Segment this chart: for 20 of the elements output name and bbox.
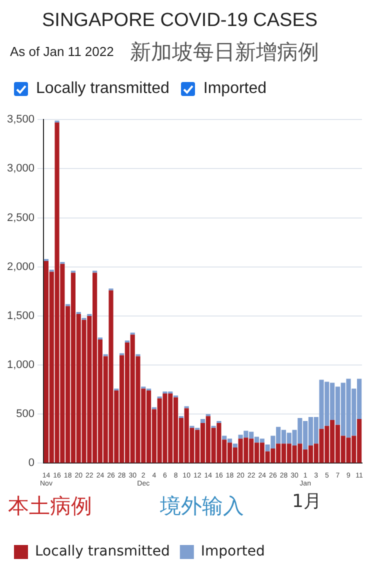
text: Locally transmitted [36, 80, 170, 97]
legend-label: Imported [200, 544, 265, 560]
y-tick-label: 1,000 [6, 359, 35, 372]
y-tick-label: 3,000 [6, 162, 35, 175]
bar [200, 419, 206, 423]
text: 1月 [292, 491, 322, 512]
bar [232, 444, 238, 448]
legend-label: Locally transmitted [35, 544, 170, 560]
y-tick-label: 2,000 [6, 260, 35, 273]
text: Imported [203, 80, 267, 97]
text: 新加坡每日新增病例 [130, 40, 319, 66]
chart-subtitle: As of Jan 11 2022 [10, 44, 114, 59]
y-tick-label: 1,500 [6, 310, 35, 322]
y-tick-label: 3,500 [6, 114, 35, 126]
text: 本土病例 [8, 494, 92, 518]
chart-title: SINGAPORE COVID-19 CASES [42, 10, 318, 32]
y-tick-label: 500 [16, 408, 35, 420]
text: 境外输入 [159, 494, 244, 518]
y-tick-label: 2,500 [6, 212, 35, 224]
y-tick-label: 0 [28, 457, 35, 470]
